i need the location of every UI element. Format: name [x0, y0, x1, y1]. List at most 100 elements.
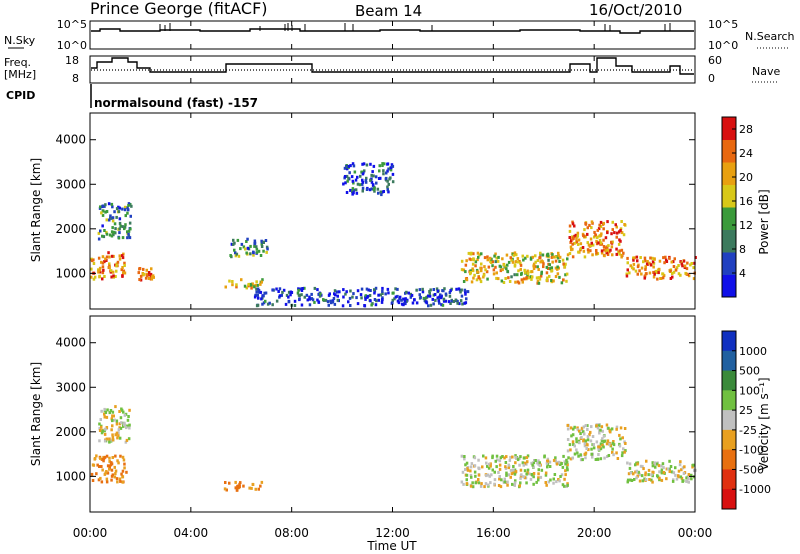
velocity-echo-cell — [486, 483, 490, 487]
nsearch-label: N.Search — [745, 30, 795, 43]
power-echo-cell — [582, 249, 586, 253]
velocity-echo-cell — [464, 468, 467, 471]
power-echo-cell — [118, 206, 121, 210]
power-echo-cell — [491, 260, 494, 264]
power-echo-cell — [101, 255, 105, 259]
power-echo-cell — [409, 295, 413, 299]
power-colorbar-swatch — [722, 184, 736, 208]
power-echo-cell — [111, 205, 114, 209]
velocity-echo-cell — [624, 442, 627, 445]
power-echo-cell — [611, 240, 614, 244]
velocity-echo-cell — [621, 451, 624, 455]
velocity-echo-cell — [508, 458, 512, 462]
power-echo-cell — [649, 256, 652, 260]
power-echo-cell — [596, 235, 599, 239]
power-echo-cell — [115, 215, 118, 219]
power-echo-cell — [263, 291, 266, 295]
power-echo-cell — [484, 268, 487, 272]
power-echo-cell — [533, 265, 537, 269]
power-echo-cell — [396, 294, 399, 298]
power-echo-cell — [620, 248, 624, 252]
velocity-echo-cell — [503, 456, 506, 460]
power-echo-cell — [558, 275, 561, 279]
velocity-echo-cell — [469, 469, 472, 473]
velocity-echo-cell — [647, 473, 650, 477]
velocity-echo-cell — [584, 456, 587, 460]
power-echo-cell — [249, 252, 252, 256]
power-echo-cell — [611, 253, 614, 257]
velocity-echo-cell — [586, 435, 590, 438]
power-echo-cell — [448, 291, 452, 295]
power-echo-cell — [558, 260, 561, 263]
velocity-echo-cell — [610, 427, 614, 431]
power-echo-cell — [579, 246, 583, 250]
velocity-echo-region — [626, 459, 697, 484]
power-echo-cell — [374, 303, 378, 307]
velocity-echo-cell — [494, 459, 497, 463]
velocity-echo-cell — [537, 476, 540, 480]
power-echo-cell — [556, 272, 560, 276]
power-echo-cell — [301, 287, 304, 290]
ytick-label: 1000 — [55, 266, 86, 280]
velocity-echo-cell — [656, 474, 659, 478]
power-echo-cell — [615, 225, 618, 229]
power-echo-cell — [429, 303, 433, 307]
velocity-echo-cell — [117, 431, 120, 435]
velocity-echo-cell — [463, 455, 466, 458]
power-echo-cell — [336, 294, 339, 298]
power-echo-cell — [375, 299, 378, 303]
velocity-echo-cell — [518, 456, 521, 460]
velocity-echo-cell — [460, 480, 464, 484]
power-echo-cell — [331, 300, 335, 304]
velocity-echo-cell — [580, 435, 583, 439]
velocity-echo-cell — [117, 461, 120, 465]
velocity-echo-cell — [566, 438, 570, 441]
velocity-echo-cell — [633, 478, 636, 481]
velocity-echo-cell — [488, 474, 491, 478]
power-echo-cell — [534, 254, 537, 258]
power-echo-cell — [605, 251, 608, 255]
power-echo-cell — [619, 228, 622, 232]
freq-unit: [MHz] — [4, 68, 36, 81]
velocity-echo-cell — [115, 431, 119, 435]
velocity-echo-cell — [538, 464, 542, 468]
power-echo-cell — [259, 254, 263, 257]
power-echo-cell — [375, 181, 378, 185]
velocity-echo-cell — [655, 462, 659, 466]
power-echo-cell — [109, 269, 113, 273]
power-echo-cell — [625, 272, 628, 276]
velocity-echo-cell — [98, 429, 102, 432]
velocity-echo-cell — [530, 473, 534, 476]
ytick-label: 3000 — [55, 380, 86, 394]
power-echo-cell — [419, 295, 422, 299]
power-echo-cell — [255, 251, 259, 255]
power-echo-cell — [374, 286, 378, 290]
power-echo-cell — [361, 186, 365, 190]
power-echo-cell — [512, 253, 516, 257]
power-echo-cell — [620, 220, 623, 223]
power-echo-cell — [534, 260, 537, 264]
velocity-echo-cell — [571, 456, 574, 460]
power-echo-cell — [369, 289, 372, 292]
power-echo-cell — [146, 274, 149, 278]
power-echo-cell — [103, 204, 106, 208]
velocity-echo-cell — [103, 412, 106, 416]
velocity-echo-cell — [532, 475, 535, 479]
power-echo-cell — [234, 254, 238, 258]
velocity-echo-cell — [595, 440, 599, 444]
power-echo-cell — [440, 303, 443, 307]
power-echo-cell — [407, 291, 410, 295]
velocity-echo-cell — [490, 473, 493, 477]
velocity-echo-cell — [125, 470, 128, 474]
power-echo-cell — [150, 275, 154, 279]
velocity-echo-cell — [598, 445, 601, 449]
power-echo-cell — [361, 180, 365, 184]
power-echo-cell — [477, 270, 480, 274]
power-echo-cell — [98, 266, 102, 270]
power-echo-cell — [111, 226, 114, 230]
velocity-echo-cell — [484, 482, 488, 486]
power-echo-region — [229, 237, 269, 259]
velocity-echo-cell — [596, 426, 600, 430]
power-echo-cell — [606, 253, 610, 256]
